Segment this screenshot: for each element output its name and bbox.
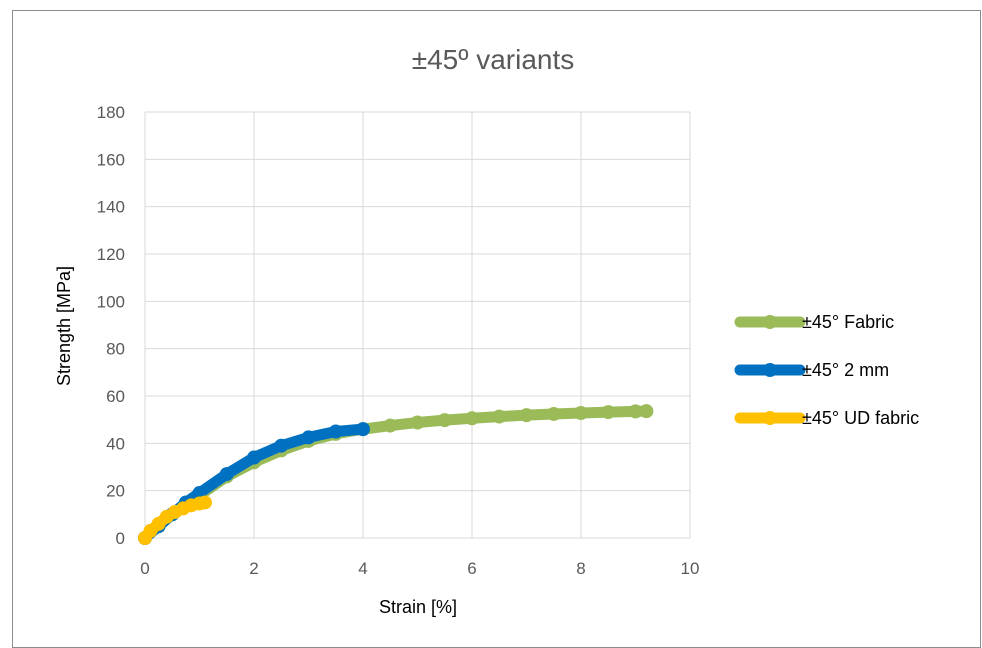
y-tick-label: 140 (97, 198, 125, 217)
y-axis-title: Strength [MPa] (54, 266, 74, 386)
y-tick-label: 0 (116, 529, 125, 548)
y-tick-label: 20 (106, 482, 125, 501)
y-tick-label: 180 (97, 103, 125, 122)
data-point (356, 422, 370, 437)
data-point (410, 415, 425, 430)
x-tick-label: 2 (249, 559, 258, 578)
data-point (601, 405, 616, 420)
data-point (383, 418, 398, 433)
chart-frame (12, 10, 981, 648)
legend-marker (763, 315, 777, 329)
data-point (301, 430, 316, 445)
x-tick-label: 8 (576, 559, 585, 578)
legend-label: ±45° UD fabric (802, 408, 919, 428)
y-tick-label: 120 (97, 245, 125, 264)
legend-label: ±45° Fabric (802, 312, 894, 332)
data-point (328, 424, 343, 439)
legend-label: ±45° 2 mm (802, 360, 889, 380)
data-point (519, 408, 534, 423)
data-point (274, 438, 289, 453)
data-point (628, 404, 643, 419)
grid (144, 111, 691, 539)
y-tick-label: 80 (106, 340, 125, 359)
x-tick-label: 4 (358, 559, 367, 578)
y-tick-label: 160 (97, 150, 125, 169)
y-tick-label: 40 (106, 434, 125, 453)
legend: ±45° Fabric ±45° 2 mm ±45° UD fabric (734, 312, 919, 428)
data-point (639, 404, 654, 419)
data-point (465, 411, 479, 426)
data-point (197, 495, 212, 510)
chart-title: ±45º variants (412, 44, 575, 75)
x-tick-label: 0 (140, 559, 149, 578)
x-tick-label: 10 (681, 559, 700, 578)
y-tick-label: 100 (97, 292, 125, 311)
y-tick-labels: 0 20 40 60 80 100 120 140 160 180 (97, 103, 125, 548)
x-axis-title: Strain [%] (379, 597, 457, 617)
legend-marker (763, 411, 777, 425)
x-tick-labels: 0 2 4 6 8 10 (140, 559, 699, 578)
y-tick-label: 60 (106, 387, 125, 406)
x-tick-label: 6 (467, 559, 476, 578)
data-point (574, 406, 588, 421)
data-point (437, 413, 452, 428)
data-point (219, 467, 234, 482)
series-layer (138, 404, 654, 545)
data-point (492, 409, 507, 424)
data-point (546, 406, 561, 421)
legend-marker (763, 363, 777, 377)
data-point (247, 450, 261, 465)
